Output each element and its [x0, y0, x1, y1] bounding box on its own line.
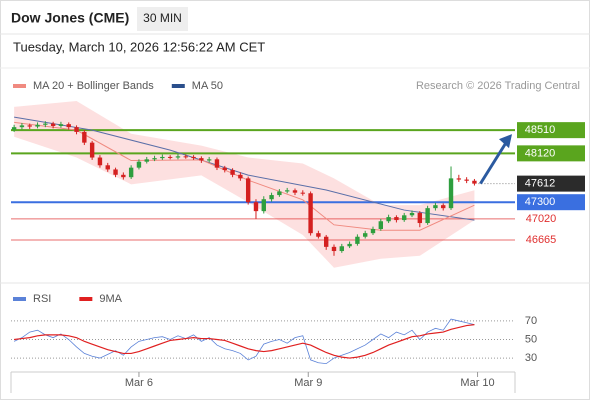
candle-body	[113, 169, 118, 175]
candle-body	[128, 167, 134, 178]
forecast-arrow-head	[499, 134, 512, 149]
forecast-arrow	[479, 140, 509, 185]
candle-body	[214, 159, 220, 168]
series-line	[14, 324, 475, 359]
level-box	[517, 194, 585, 211]
y-tick-label: 30	[525, 352, 537, 364]
x-tick-label: Mar 9	[294, 377, 322, 389]
candle-body	[230, 170, 235, 175]
x-tick-label: Mar 6	[125, 377, 153, 389]
timestamp: Tuesday, March 10, 2026 12:56:22 AM CET	[13, 39, 265, 54]
legend-label: RSI	[33, 293, 51, 305]
candle-body	[417, 212, 423, 224]
candle-body	[27, 125, 32, 127]
bollinger-band	[14, 100, 475, 268]
candle-body	[121, 174, 126, 178]
candle-body	[347, 243, 352, 247]
candle-body	[308, 193, 313, 234]
candle-body	[167, 156, 173, 158]
x-tick-label: Mar 10	[460, 377, 494, 389]
candle-body	[425, 208, 430, 224]
level-box	[517, 145, 585, 162]
level-label: 47020	[526, 213, 557, 225]
legend-swatch	[79, 297, 93, 301]
candle-body	[152, 158, 157, 160]
candle-body	[402, 215, 407, 221]
level-box	[517, 175, 585, 192]
candle-body	[66, 124, 71, 128]
candle-body	[409, 212, 415, 216]
candle-body	[97, 157, 103, 166]
candle-body	[300, 192, 305, 194]
candle-body	[74, 127, 79, 132]
candle-body	[261, 199, 266, 212]
candle-body	[394, 217, 399, 221]
title: Dow Jones (CME)	[11, 10, 129, 26]
level-label: 48510	[525, 124, 556, 136]
candle-body	[206, 159, 212, 161]
candle-body	[160, 156, 165, 159]
credit: Research © 2026 Trading Central	[416, 80, 580, 92]
series-line	[13, 318, 475, 365]
level-label: 46665	[526, 234, 557, 246]
candle-body	[11, 127, 17, 130]
candle-body	[253, 202, 259, 212]
legend-swatch	[171, 84, 185, 88]
interval: 30 MIN	[143, 11, 182, 25]
candle-body	[50, 123, 56, 126]
candle-body	[82, 131, 87, 143]
legend-label: MA 20 + Bollinger Bands	[33, 80, 154, 92]
legend-label: 9MA	[99, 293, 122, 305]
candle-body	[284, 190, 290, 192]
candle-body	[472, 180, 477, 184]
candle-body	[456, 178, 462, 180]
candle-body	[378, 221, 384, 229]
level-label: 47300	[525, 196, 556, 208]
candle-body	[292, 190, 298, 193]
candle-body	[386, 217, 391, 222]
candle-body	[175, 156, 181, 158]
candle-body	[238, 174, 243, 179]
candle-body	[339, 246, 344, 252]
candle-body	[316, 233, 321, 237]
ma50-line	[14, 116, 475, 221]
candle-body	[277, 191, 282, 196]
candle-body	[136, 161, 142, 168]
legend-swatch	[13, 84, 26, 88]
candle-body	[433, 205, 438, 209]
candle-body	[183, 156, 188, 158]
candle-body	[269, 195, 274, 200]
candle-body	[144, 159, 149, 162]
candle-body	[363, 233, 368, 237]
candle-body	[19, 125, 25, 128]
level-box	[517, 122, 585, 139]
legend-swatch	[13, 297, 26, 301]
candle-body	[35, 124, 40, 127]
candle-body	[464, 179, 469, 181]
level-label: 47612	[525, 178, 556, 190]
candle-body	[441, 205, 446, 209]
candle-body	[331, 246, 337, 252]
candle-body	[89, 142, 95, 158]
y-tick-label: 70	[525, 315, 537, 327]
candle-body	[43, 123, 48, 125]
candle-body	[222, 167, 227, 171]
candle-body	[448, 178, 454, 209]
level-label: 48120	[525, 147, 556, 159]
y-tick-label: 50	[525, 333, 537, 345]
candle-body	[105, 165, 110, 170]
candle-body	[323, 236, 329, 247]
candle-body	[245, 178, 251, 203]
legend-label: MA 50	[192, 80, 223, 92]
candle-body	[199, 158, 204, 161]
ma20-line	[14, 121, 475, 231]
candle-body	[355, 236, 360, 244]
candle-body	[370, 228, 376, 234]
candle-body	[58, 124, 64, 126]
interval-box	[137, 7, 188, 31]
candle-body	[191, 156, 196, 159]
